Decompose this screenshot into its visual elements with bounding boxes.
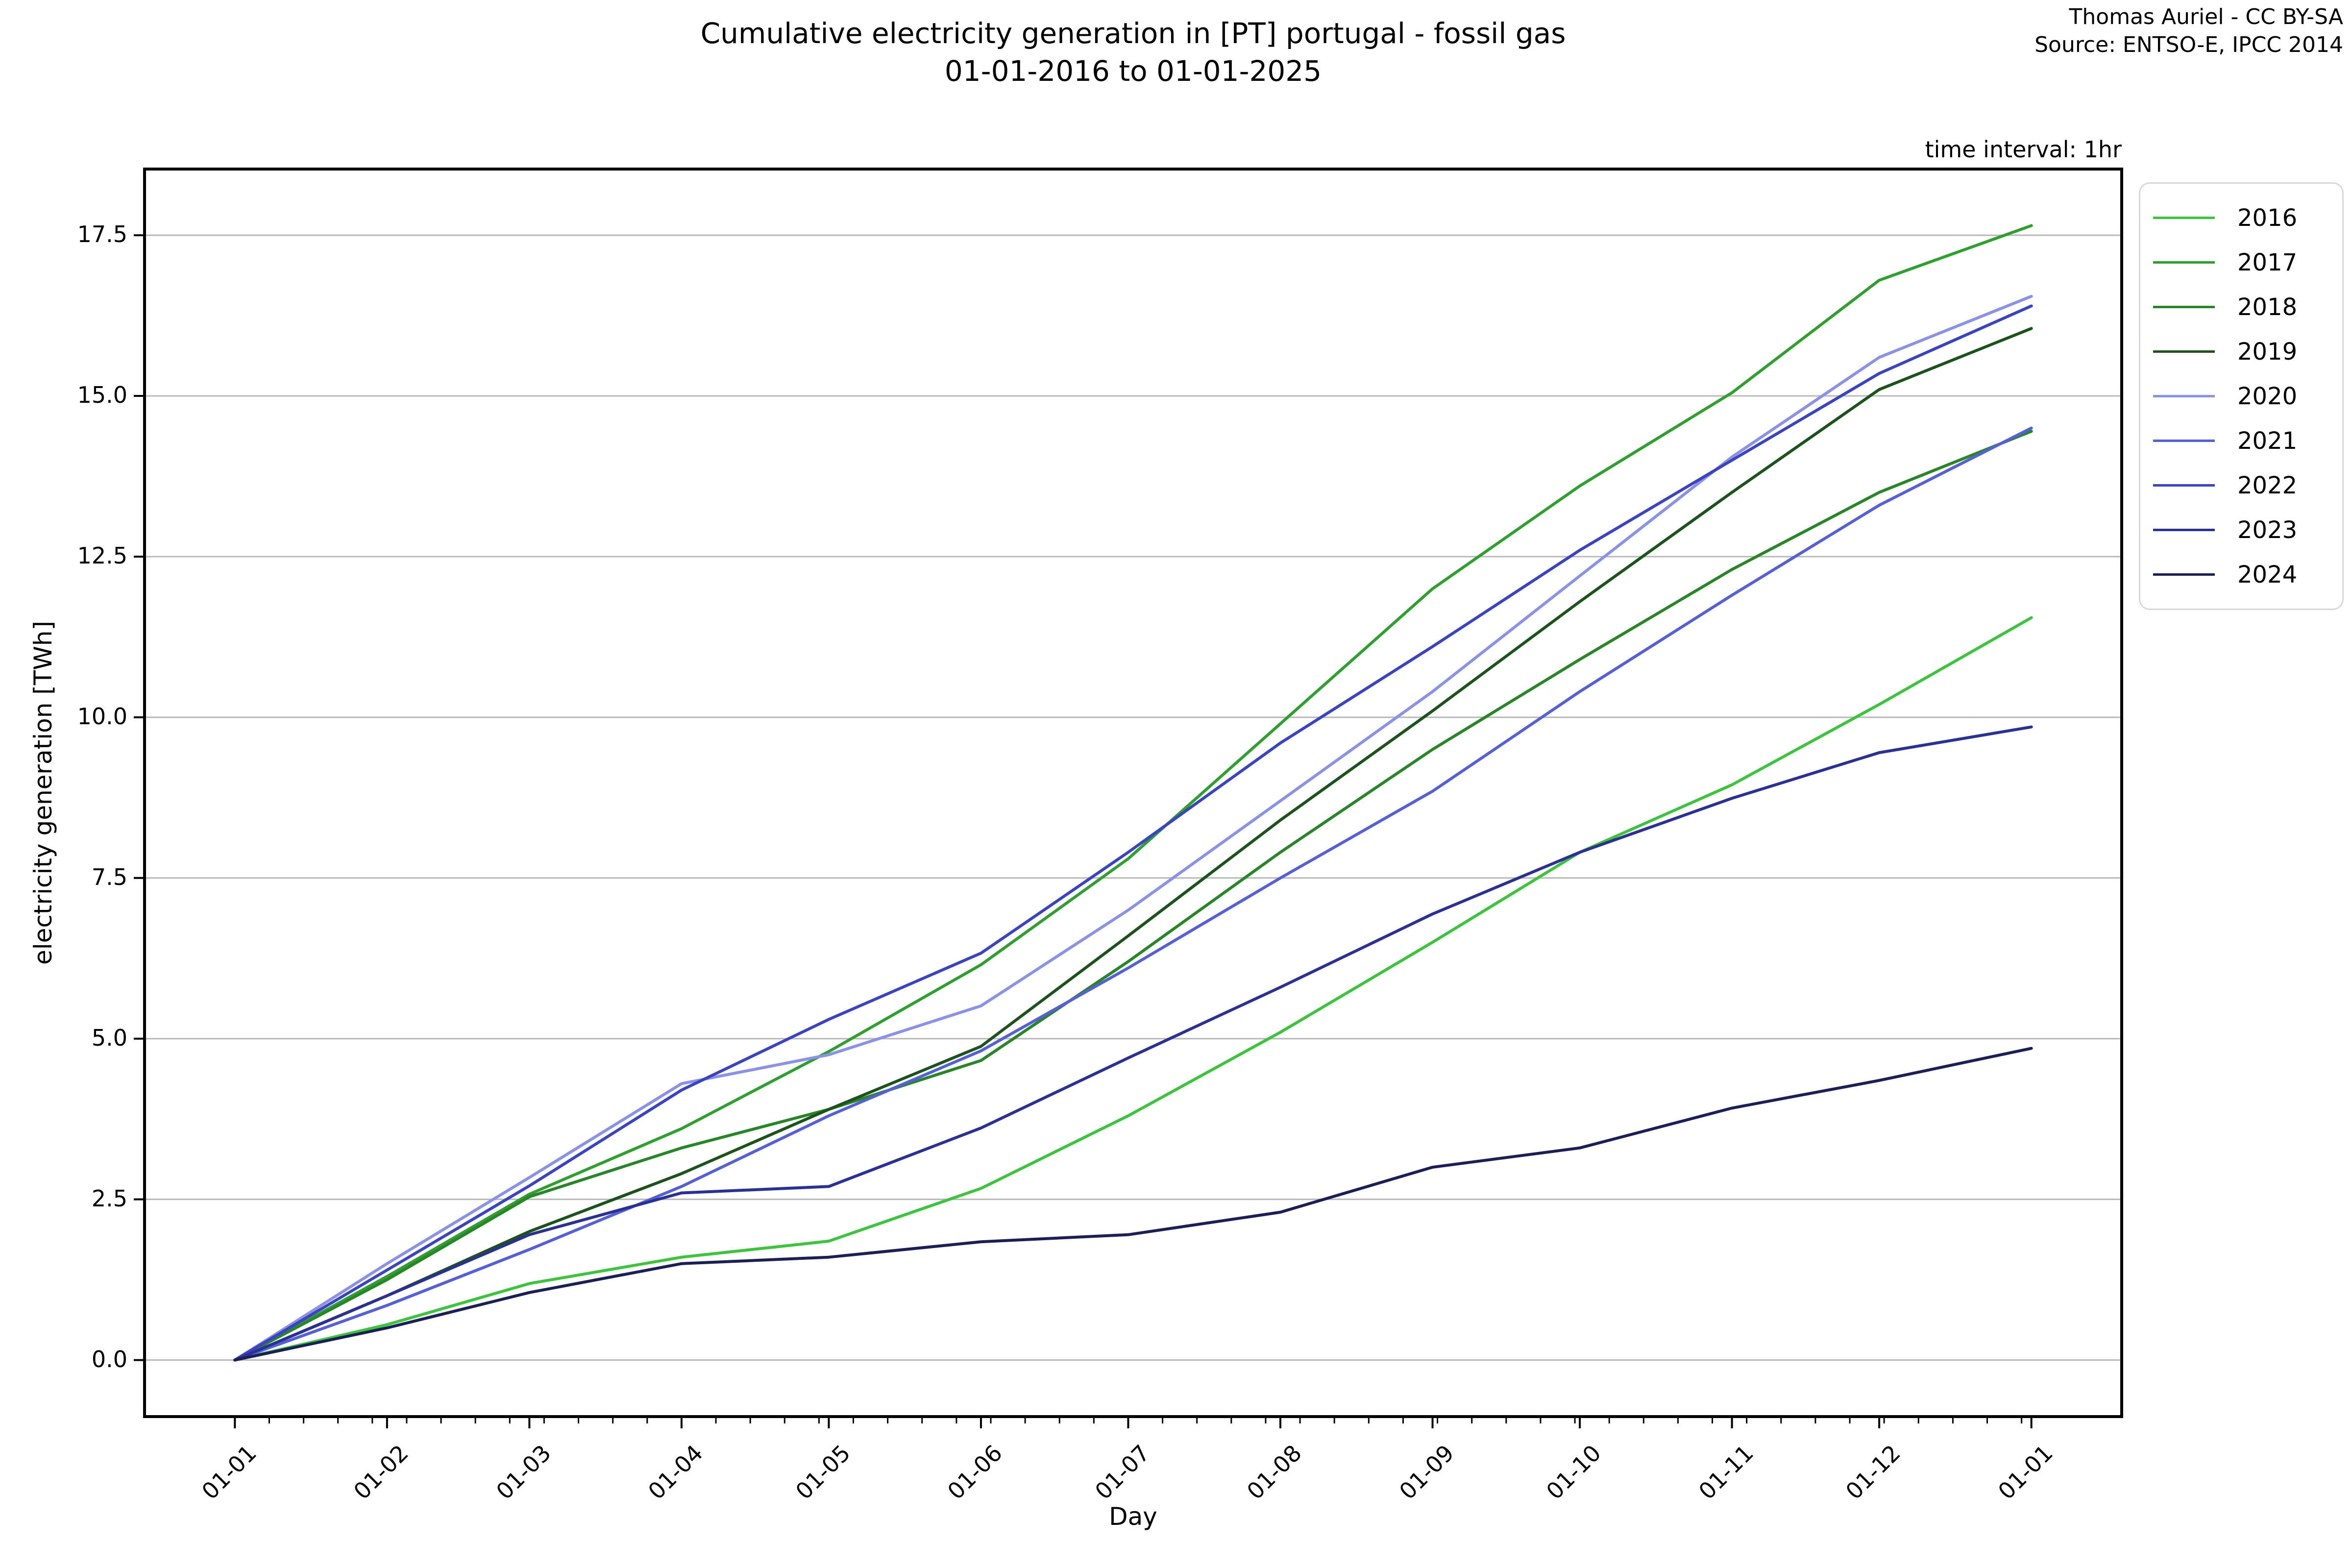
- legend-label: 2018: [2237, 293, 2298, 321]
- legend-line-swatch: [2153, 217, 2215, 219]
- legend-entry-2023: 2023: [2140, 508, 2342, 552]
- legend-entry-2020: 2020: [2140, 374, 2342, 418]
- legend-label: 2021: [2237, 427, 2298, 455]
- y-tick-label: 12.5: [77, 542, 127, 569]
- series-line-2022: [233, 304, 2033, 1362]
- y-tick-label: 7.5: [91, 863, 127, 890]
- time-interval-note: time interval: 1hr: [1925, 136, 2122, 163]
- legend-line-swatch: [2153, 350, 2215, 353]
- series-line-2017: [233, 224, 2033, 1362]
- series-line-2021: [233, 426, 2033, 1362]
- attribution-source: Source: ENTSO-E, IPCC 2014: [2034, 32, 2343, 58]
- legend-label: 2022: [2237, 471, 2298, 499]
- legend-line-swatch: [2153, 529, 2215, 531]
- series-line-2019: [233, 327, 2033, 1362]
- y-tick-label: 0.0: [91, 1346, 127, 1372]
- legend-entry-2016: 2016: [2140, 196, 2342, 240]
- legend-entry-2022: 2022: [2140, 463, 2342, 508]
- legend-line-swatch: [2153, 440, 2215, 442]
- chart-title: Cumulative electricity generation in [PT…: [145, 15, 2122, 90]
- series-line-2016: [233, 616, 2033, 1362]
- legend-entry-2018: 2018: [2140, 285, 2342, 329]
- y-tick-label: 17.5: [77, 221, 127, 248]
- y-tick-label: 15.0: [77, 382, 127, 409]
- chart-title-line2: 01-01-2016 to 01-01-2025: [944, 54, 1322, 88]
- attribution: Thomas Auriel - CC BY-SA Source: ENTSO-E…: [2034, 3, 2343, 59]
- legend-entry-2019: 2019: [2140, 329, 2342, 374]
- y-axis-label: electricity generation [TWh]: [29, 621, 57, 965]
- legend-line-swatch: [2153, 306, 2215, 308]
- y-tick-label: 2.5: [91, 1185, 127, 1212]
- legend-entry-2024: 2024: [2140, 552, 2342, 597]
- y-tick-label: 5.0: [91, 1024, 127, 1051]
- legend: 2016 2017 2018 2019 2020 2021 2022 2023 2024: [2139, 182, 2344, 610]
- legend-line-swatch: [2153, 484, 2215, 487]
- legend-line-swatch: [2153, 261, 2215, 264]
- legend-label: 2019: [2237, 338, 2298, 366]
- attribution-author: Thomas Auriel - CC BY-SA: [2069, 4, 2343, 29]
- series-line-2020: [233, 294, 2033, 1362]
- chart-title-line1: Cumulative electricity generation in [PT…: [700, 17, 1566, 50]
- series-line-2018: [233, 430, 2033, 1362]
- x-axis-label: Day: [1109, 1502, 1157, 1531]
- legend-label: 2024: [2237, 561, 2298, 588]
- legend-line-swatch: [2153, 395, 2215, 397]
- series-line-2023: [233, 725, 2033, 1362]
- legend-entry-2021: 2021: [2140, 418, 2342, 463]
- legend-line-swatch: [2153, 573, 2215, 576]
- legend-label: 2023: [2237, 516, 2298, 544]
- legend-label: 2020: [2237, 382, 2298, 410]
- y-tick-label: 10.0: [77, 703, 127, 730]
- axes-frame: [143, 168, 2123, 1418]
- legend-label: 2016: [2237, 204, 2298, 232]
- legend-label: 2017: [2237, 248, 2298, 276]
- legend-entry-2017: 2017: [2140, 240, 2342, 285]
- series-line-2024: [233, 1047, 2033, 1362]
